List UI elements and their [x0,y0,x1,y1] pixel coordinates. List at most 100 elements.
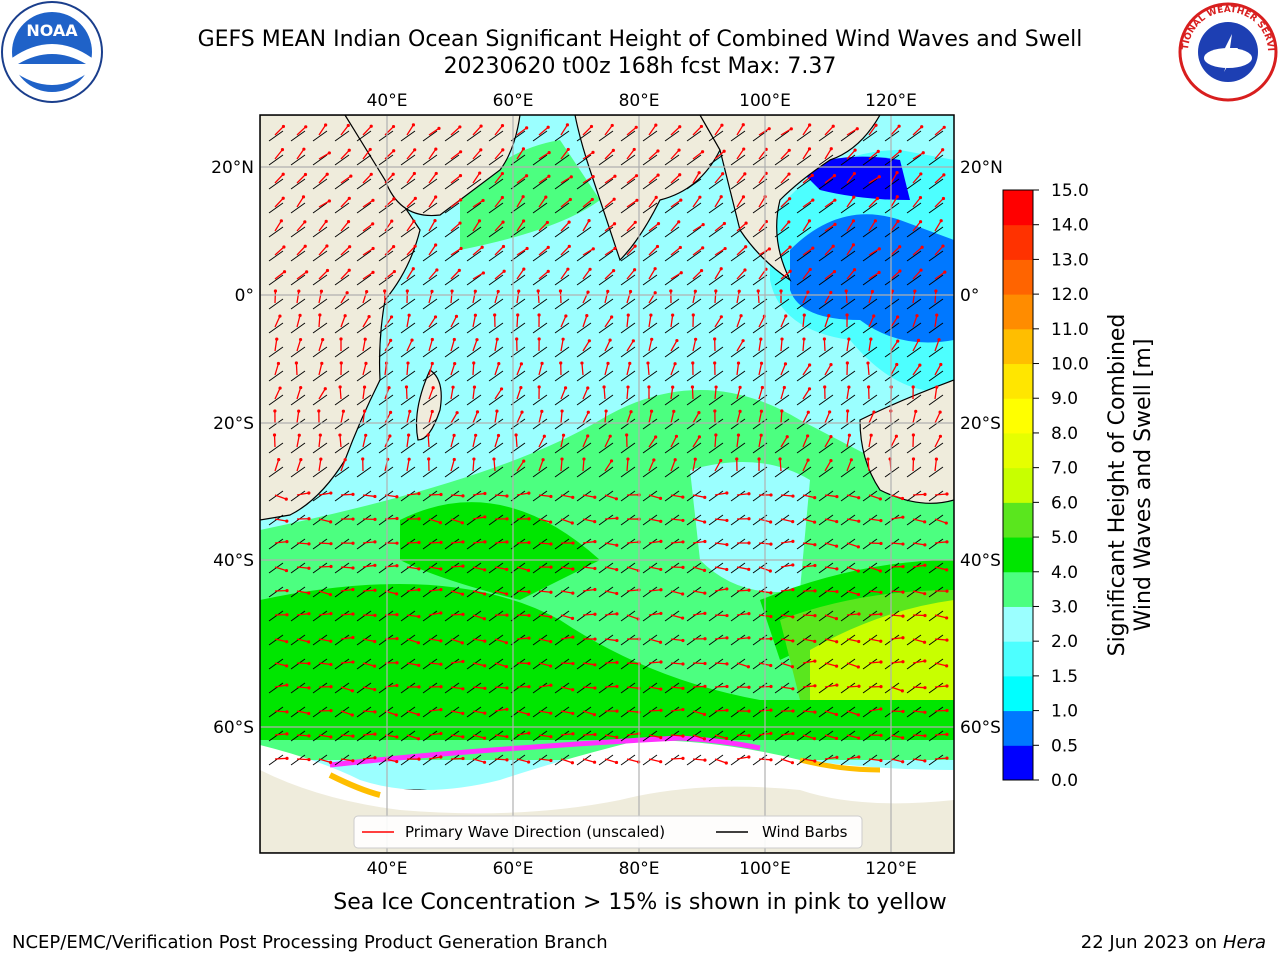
wind-barb [598,418,614,430]
wave-arrow [780,686,793,690]
wave-arrow-head [542,434,546,438]
wave-arrow [538,175,550,184]
wind-barb [884,490,900,502]
wave-arrow [538,542,552,545]
wave-arrow-head [522,267,526,271]
wave-arrow [934,541,948,544]
wind-barb [620,250,636,262]
wave-arrow [846,339,850,352]
wave-arrow-head [626,313,630,317]
wind-barb [818,154,834,166]
wind-barb [730,514,746,526]
wave-arrow [780,128,792,136]
wave-arrow [824,494,837,498]
wind-barb [620,418,636,430]
wind-barb [642,658,658,670]
wind-barb [686,370,702,382]
wave-arrow [714,290,717,304]
wave-arrow [318,492,331,496]
wave-arrow [516,127,528,136]
wave-arrow [912,638,925,643]
wind-barb [422,322,438,334]
wind-barb [664,418,680,430]
wave-arrow-head [677,220,681,224]
wave-arrow [559,290,562,304]
wind-barb [532,466,548,478]
wave-arrow-head [606,361,610,365]
wave-arrow [296,148,305,160]
wave-arrow [824,175,835,184]
wind-barb [664,322,680,334]
lat-tick: 0° [960,286,979,306]
wave-arrow [824,292,832,304]
wave-arrow-head [700,150,705,154]
wind-barb [356,658,372,670]
wind-barb [532,634,548,646]
wave-arrow-head [918,363,922,367]
wave-arrow [692,270,703,280]
wave-arrow-head [483,711,487,715]
wave-arrow [450,363,456,376]
wave-arrow [516,758,529,763]
wave-arrow [648,518,661,522]
wind-barb [730,754,746,766]
wave-arrow [670,662,684,665]
wind-barb [378,250,394,262]
wind-barb [378,202,394,214]
wave-arrow [362,662,375,667]
wave-arrow-head [303,220,307,224]
wave-arrow-head [654,435,658,439]
wind-barb [906,130,922,142]
wind-barb [598,346,614,358]
wind-barb [422,418,438,430]
wave-arrow [912,758,925,762]
wave-arrow [736,435,740,448]
wave-arrow-head [439,492,443,497]
wave-arrow [538,363,543,376]
wave-arrow-head [483,664,487,668]
wind-barb [532,274,548,286]
wind-barb [268,754,284,766]
wind-barb [356,202,372,214]
wind-barb [620,394,636,406]
wind-barb [642,274,658,286]
wave-arrow-head [895,195,899,199]
wind-barb [422,610,438,622]
credit-line: NCEP/EMC/Verification Post Processing Pr… [12,932,608,953]
wind-barb [664,154,680,166]
wave-arrow-head [338,385,342,389]
wave-arrow [736,222,747,232]
wave-arrow [538,435,545,448]
wave-arrow [274,757,288,760]
wind-barb [796,322,812,334]
wave-arrow-head [879,519,883,523]
wave-arrow-head [919,172,923,176]
wave-arrow [472,758,485,763]
wind-barb [818,610,834,622]
wind-barb [796,202,812,214]
wind-barb [488,346,504,358]
wind-barb [444,178,460,190]
wave-arrow [670,149,680,160]
wind-barb [906,202,922,214]
wind-barb [884,754,900,766]
wind-barb [356,466,372,478]
wave-arrow-head [480,245,484,249]
wind-barb [334,490,350,502]
wave-arrow-head [527,613,531,618]
wave-arrow [648,315,652,328]
wind-barb [642,586,658,598]
wave-arrow-head [327,199,331,203]
wind-barb [708,250,724,262]
wave-arrow [340,197,350,208]
wave-arrow [427,434,430,448]
wind-barb [774,298,790,310]
wave-arrow-head [900,689,904,693]
wind-barb [906,442,922,454]
wind-barb [862,634,878,646]
wave-arrow-head [351,759,355,763]
wave-arrow [538,638,551,643]
wave-arrow-head [851,219,856,223]
wave-arrow-head [582,457,586,461]
wave-arrow [450,518,463,524]
